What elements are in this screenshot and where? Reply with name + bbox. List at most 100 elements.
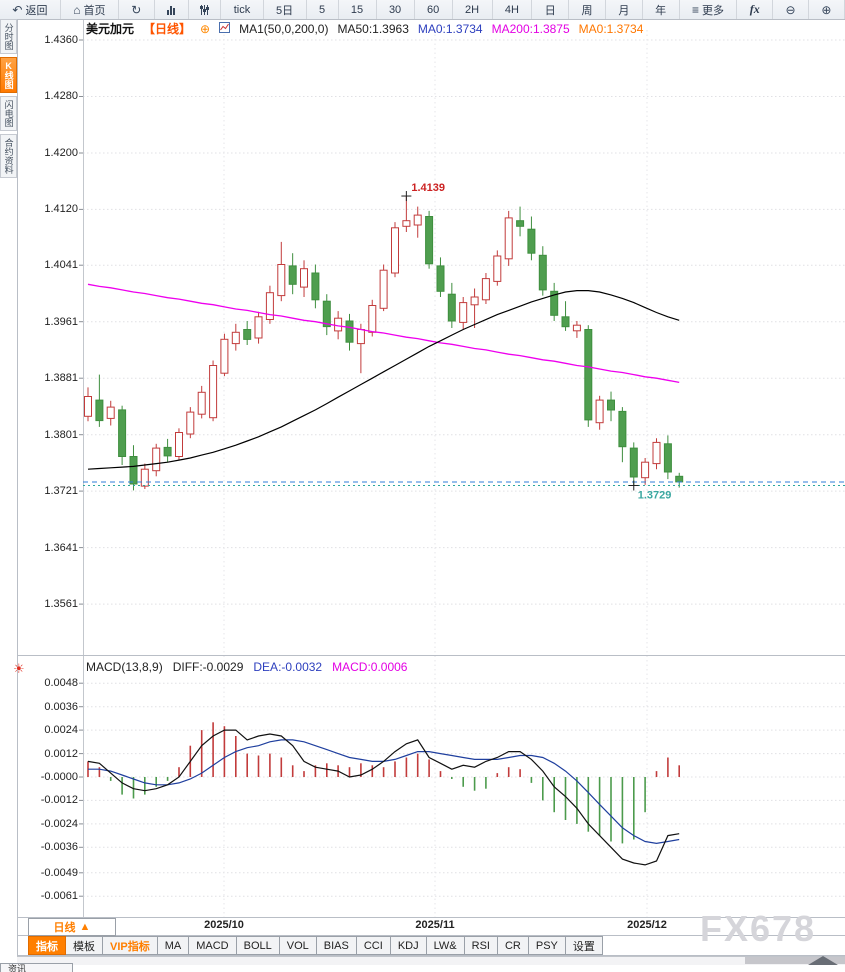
low-price-label: 1.3729	[638, 489, 672, 501]
period-select-label: 日线	[53, 922, 76, 934]
toolbar-item-indicator-params[interactable]	[189, 0, 222, 19]
macd-tick-label: -0.0036	[40, 841, 78, 854]
dea-value: DEA:-0.0032	[253, 660, 323, 674]
indicator-tab-bias[interactable]: BIAS	[316, 936, 357, 955]
toolbar-item-label: 5	[318, 3, 326, 16]
macd-title: MACD(13,8,9)	[86, 660, 163, 674]
toolbar-item-fx[interactable]: fx	[737, 0, 774, 19]
sidebar-tab-time-chart[interactable]: 分时图	[0, 19, 17, 54]
high-price-label: 1.4139	[411, 182, 445, 194]
left-sidebar: 分时图 K线图闪电图合约资料	[0, 19, 18, 956]
indicator-tab-lwr[interactable]: LW&	[426, 936, 465, 955]
indicator-tab-cci[interactable]: CCI	[356, 936, 391, 955]
ma-group-label: MA1(50,0,200,0)	[239, 21, 329, 36]
news-corner-tab[interactable]: 资讯	[0, 963, 73, 972]
toolbar-item-label: 返回	[25, 4, 48, 17]
macd-tick-label: -0.0000	[40, 771, 78, 783]
toolbar-item-zoom-out[interactable]: ⊖	[773, 0, 810, 19]
sidebar-tab-kline-chart[interactable]: K线图	[0, 57, 17, 93]
toolbar-item-period-week[interactable]: 周	[569, 0, 606, 19]
toolbar-item-back[interactable]: ↶ 返回	[0, 0, 61, 19]
macd-tick-label: -0.0012	[40, 794, 78, 807]
kline-header: 美元加元 【日线】 ⊕ MA1(50,0,200,0) MA50:1.3963 …	[86, 20, 643, 37]
price-tick-label: 1.3721	[44, 485, 78, 498]
toolbar-item-refresh[interactable]: ↻	[119, 0, 155, 19]
macd-tick-label: 0.0012	[44, 747, 78, 760]
toolbar-item-period-day[interactable]: 日	[532, 0, 570, 19]
price-tick-label: 1.4280	[44, 90, 78, 103]
date-label: 2025/11	[415, 919, 455, 931]
indicator-tab-indicator[interactable]: 指标	[28, 936, 66, 955]
toolbar-item-label: 日	[544, 4, 556, 17]
scrollbar-thumb[interactable]	[745, 957, 845, 964]
toolbar-item-more[interactable]: ≡ 更多	[680, 0, 738, 19]
price-tick-label: 1.3641	[44, 541, 78, 554]
price-tick-label: 1.4120	[44, 203, 78, 216]
toolbar-item-label: tick	[233, 3, 251, 16]
toolbar-item-label: 4H	[504, 3, 519, 16]
period-select-button[interactable]: 日线 ▲	[28, 918, 116, 936]
indicator-settings-icon[interactable]: ☀	[13, 661, 25, 676]
price-tick-label: 1.4360	[44, 34, 78, 46]
ma50-value: MA50:1.3963	[337, 21, 409, 36]
macd-header: MACD(13,8,9) DIFF:-0.0029 DEA:-0.0032 MA…	[86, 660, 407, 674]
toolbar-item-label: 2H	[465, 3, 480, 16]
period-tag: 【日线】	[143, 22, 192, 36]
toolbar-item-period-15[interactable]: 15	[339, 0, 377, 19]
indicator-tab-ma[interactable]: MA	[157, 936, 190, 955]
macd-tick-label: 0.0048	[44, 677, 78, 690]
mini-chart-icon[interactable]	[219, 21, 231, 36]
sidebar-tab-lightning-chart[interactable]: 闪电图	[0, 96, 17, 131]
chevron-up-icon: ▲	[79, 921, 91, 933]
indicator-tab-rsi[interactable]: RSI	[464, 936, 498, 955]
price-tick-label: 1.3801	[44, 428, 78, 441]
toolbar-item-home[interactable]: ⌂ 首页	[61, 0, 119, 19]
chart-bars-icon	[167, 5, 176, 15]
indicator-tab-boll[interactable]: BOLL	[236, 936, 280, 955]
toolbar-item-period-4h[interactable]: 4H	[493, 0, 533, 19]
price-tick-label: 1.3561	[44, 598, 78, 611]
symbol-name: 美元加元	[86, 22, 135, 36]
indicator-tab-vol[interactable]: VOL	[279, 936, 317, 955]
indicator-tab-macd[interactable]: MACD	[189, 936, 237, 955]
toolbar-item-tick[interactable]: tick	[221, 0, 264, 19]
toolbar-item-chart-style[interactable]	[155, 0, 189, 19]
macd-tick-label: 0.0036	[44, 700, 78, 713]
toolbar-item-label: 首页	[83, 4, 106, 17]
indicator-tab-kdj[interactable]: KDJ	[390, 936, 427, 955]
back-icon: ↶	[12, 2, 23, 17]
price-tick-label: 1.4200	[44, 146, 78, 159]
top-toolbar: ↶ 返回 ⌂ 首页 ↻ tick 5日 5 15 30 60 2H 4H 日周月年 ≡ 更多 fx ⊖ ⊕	[0, 0, 845, 20]
scroll-up-arrow-icon[interactable]	[808, 956, 838, 965]
toolbar-item-zoom-in[interactable]: ⊕	[809, 0, 845, 19]
toolbar-item-period-year[interactable]: 年	[643, 0, 680, 19]
indicator-tabbar: 指标 模板 VIP指标 MA MACD BOLL VOL BIAS CCI KDJ LW& RSI CR…	[28, 936, 603, 955]
sidebar-tab-contract-info[interactable]: 合约资料	[0, 134, 17, 178]
horizontal-scrollbar[interactable]	[17, 956, 845, 965]
add-indicator-icon[interactable]: ⊕	[200, 21, 211, 36]
indicator-tab-cr[interactable]: CR	[497, 936, 529, 955]
refresh-icon: ↻	[131, 2, 142, 17]
zoom-in-icon: ⊕	[821, 2, 832, 17]
watermark: FX678	[700, 908, 817, 949]
toolbar-item-period-5[interactable]: 5	[307, 0, 339, 19]
toolbar-item-period-5d[interactable]: 5日	[264, 0, 307, 19]
toolbar-item-label: 15	[350, 3, 364, 16]
zoom-out-icon: ⊖	[785, 2, 796, 17]
toolbar-item-period-month[interactable]: 月	[606, 0, 643, 19]
toolbar-item-label: 5日	[276, 4, 294, 17]
price-tick-label: 1.3881	[44, 372, 78, 385]
toolbar-item-period-30[interactable]: 30	[377, 0, 415, 19]
date-label: 2025/12	[627, 919, 667, 931]
indicator-tab-template[interactable]: 模板	[66, 936, 103, 955]
toolbar-item-period-60[interactable]: 60	[415, 0, 453, 19]
indicator-tab-psy[interactable]: PSY	[528, 936, 566, 955]
toolbar-item-period-2h[interactable]: 2H	[453, 0, 493, 19]
date-label: 2025/10	[204, 919, 244, 931]
indicator-tab-vip-indicator[interactable]: VIP指标	[103, 936, 158, 955]
indicator-tab-settings[interactable]: 设置	[565, 936, 603, 955]
price-tick-label: 1.4041	[44, 259, 78, 272]
ma0-orange-value: MA0:1.3734	[578, 21, 644, 36]
